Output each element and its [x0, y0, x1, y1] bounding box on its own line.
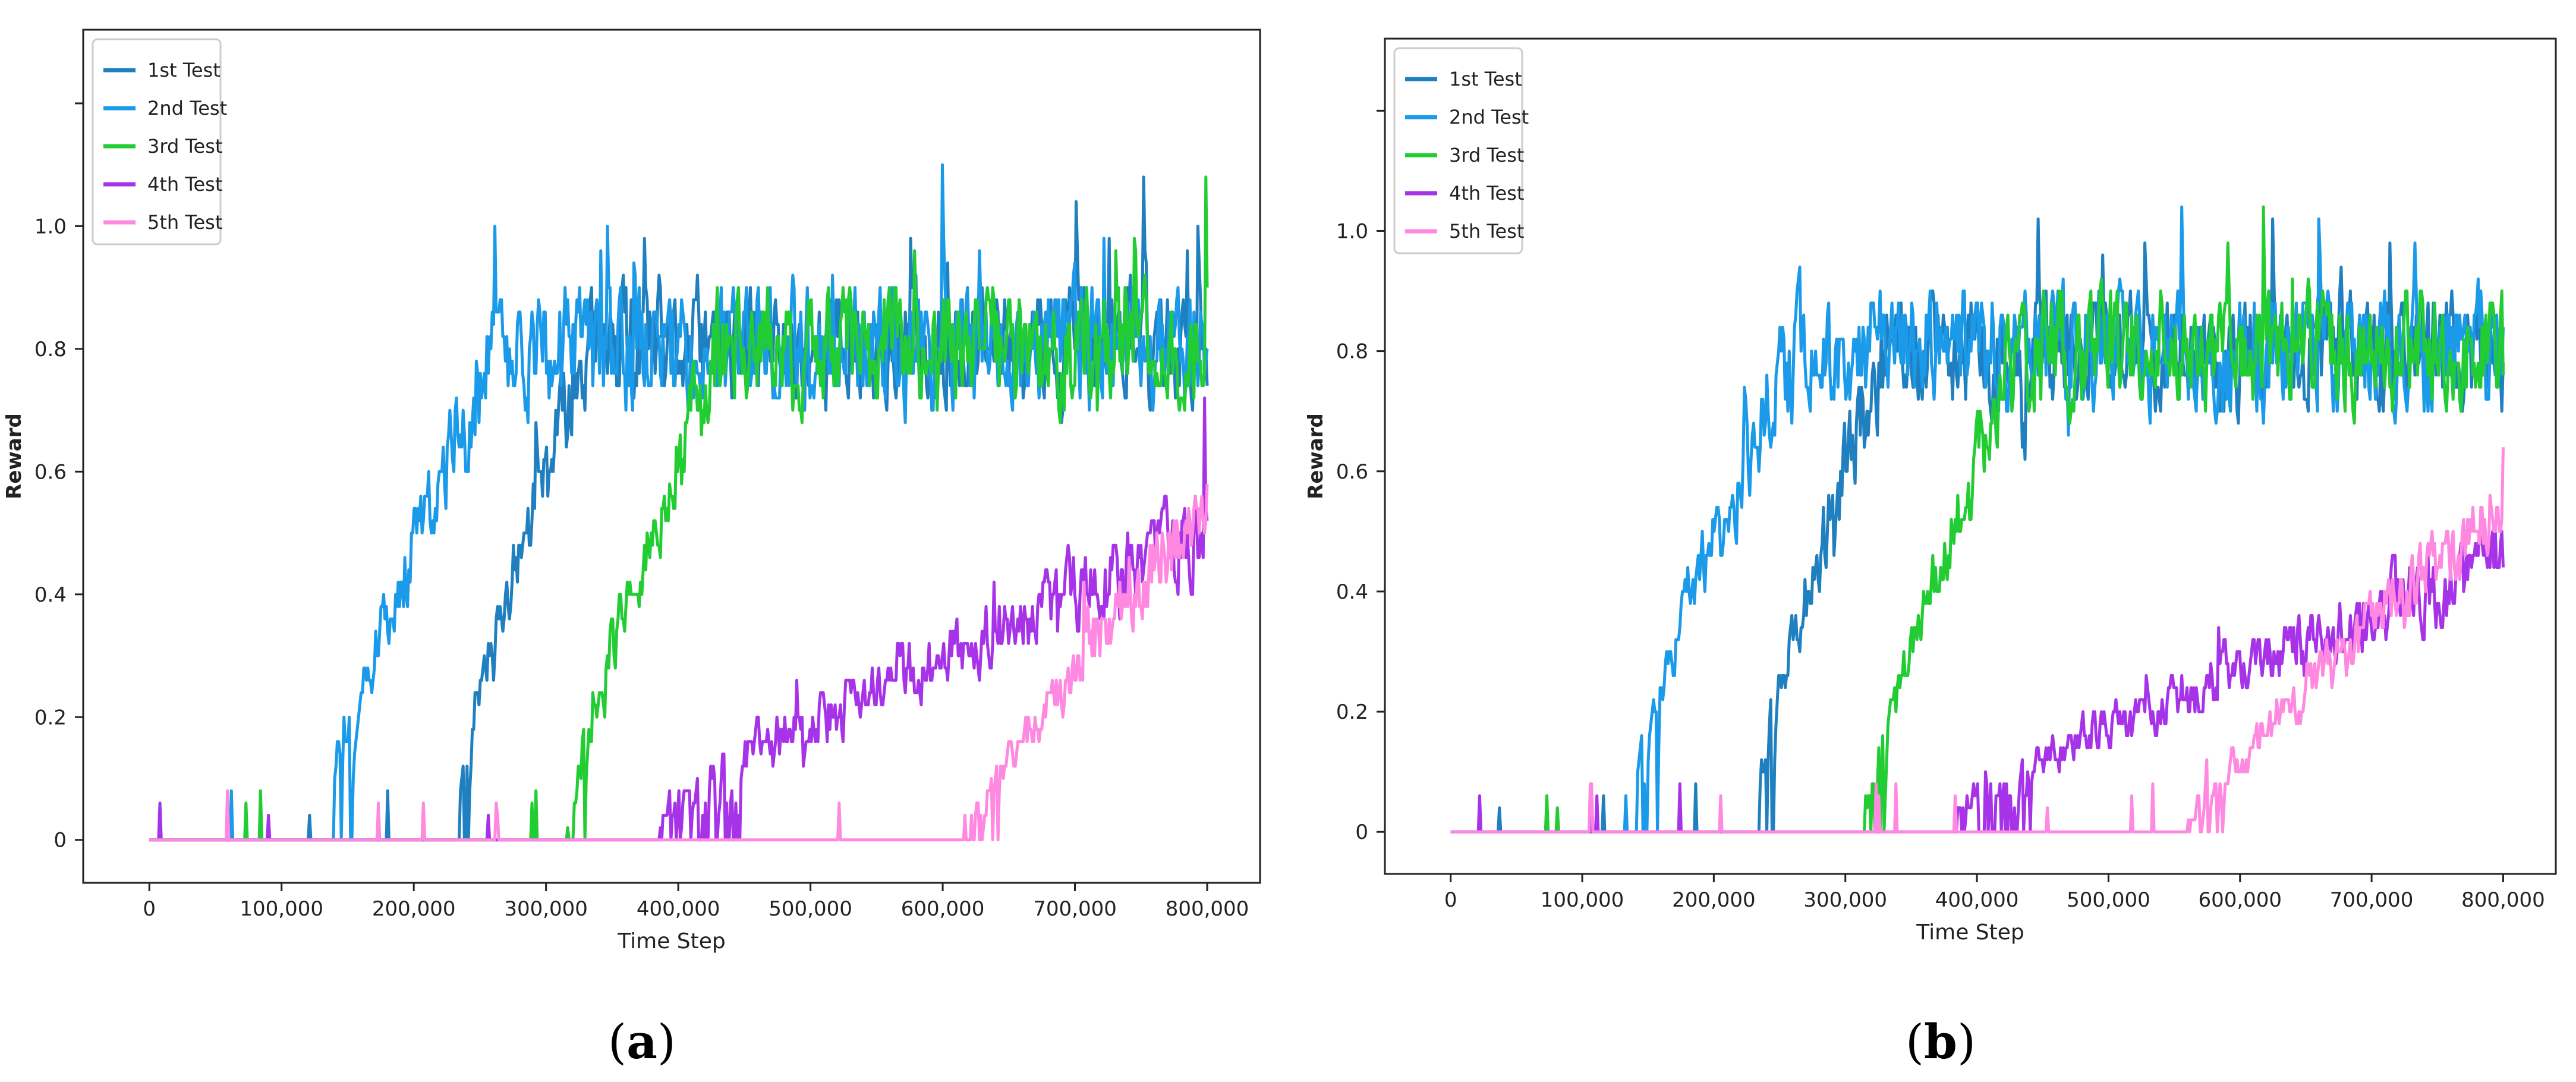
legend-entry-5: 5th Test [1449, 220, 1524, 243]
legend-entry-4: 4th Test [147, 173, 222, 196]
legend-box [1393, 47, 1523, 254]
chart-panel-b: 0 100,000 200,000 300,000 400,000 500,000 600,… [1304, 37, 2557, 1070]
x-tick-label: 400,000 [637, 897, 720, 921]
legend-entry-1: 1st Test [147, 59, 221, 81]
x-tick-label: 600,000 [2198, 888, 2282, 912]
legend-entry-5: 5th Test [147, 211, 222, 234]
x-tick-label: 800,000 [1166, 897, 1249, 921]
x-tick-label: 100,000 [1541, 888, 1624, 912]
y-axis-label: Reward [1304, 413, 1328, 499]
series-group [149, 163, 1209, 842]
panel-label-b: (b) [1906, 1014, 1976, 1070]
x-tick-label: 500,000 [2067, 888, 2150, 912]
legend-entry-1: 1st Test [1449, 68, 1522, 90]
plot-frame [82, 29, 1261, 884]
x-tick-label: 300,000 [504, 897, 588, 921]
x-tick-label: 500,000 [769, 897, 852, 921]
y-tick-label: 0.6 [34, 460, 67, 484]
series-group [1450, 205, 2505, 833]
legend: 1st Test 2nd Test 3rd Test 4th Test 5th Test [92, 38, 227, 246]
plot-frame [1384, 37, 2557, 875]
x-tick-label: 400,000 [1935, 888, 2019, 912]
y-tick-label: 0.4 [34, 583, 67, 607]
x-tick-label: 800,000 [2461, 888, 2545, 912]
x-tick-label: 200,000 [1672, 888, 1756, 912]
x-axis-label: Time Step [617, 929, 726, 954]
x-tick-label: 0 [143, 897, 156, 921]
chart-panel-a: 0 100,000 200,000 300,000 400,000 500,000 600,… [2, 29, 1261, 1070]
legend-box [92, 38, 222, 246]
series-line-5 [149, 483, 1209, 842]
y-tick-label: 0 [53, 829, 67, 853]
y-tick-label: 1.0 [1336, 219, 1368, 243]
y-tick-label: 0.8 [1336, 340, 1368, 364]
y-tick-label: 0.2 [1336, 700, 1368, 724]
plot-area [1385, 39, 2556, 874]
x-tick-label: 100,000 [240, 897, 323, 921]
y-tick-label: 1.0 [34, 215, 67, 238]
legend-entry-3: 3rd Test [147, 135, 222, 158]
legend-entry-2: 2nd Test [1449, 106, 1529, 128]
legend-entry-4: 4th Test [1449, 182, 1524, 205]
x-tick-label: 700,000 [2330, 888, 2414, 912]
x-tick-label: 0 [1444, 888, 1457, 912]
x-tick-label: 300,000 [1803, 888, 1887, 912]
legend-entry-3: 3rd Test [1449, 144, 1524, 166]
y-tick-label: 0.4 [1336, 580, 1368, 604]
x-tick-label: 700,000 [1033, 897, 1117, 921]
y-tick-label: 0.2 [34, 706, 67, 729]
y-tick-label: 0 [1355, 820, 1368, 844]
x-tick-label: 600,000 [901, 897, 985, 921]
legend-entry-2: 2nd Test [147, 97, 227, 119]
x-tick-label: 200,000 [372, 897, 456, 921]
legend: 1st Test 2nd Test 3rd Test 4th Test 5th Test [1393, 47, 1529, 254]
y-axis-label: Reward [2, 413, 26, 499]
series-line-2 [1450, 205, 2505, 833]
y-tick-label: 0.6 [1336, 460, 1368, 484]
plot-area [83, 30, 1260, 883]
panel-label-a: (a) [608, 1014, 676, 1070]
y-tick-label: 0.8 [34, 338, 67, 361]
x-axis-label: Time Step [1916, 920, 2024, 945]
series-line-5 [1450, 447, 2505, 833]
